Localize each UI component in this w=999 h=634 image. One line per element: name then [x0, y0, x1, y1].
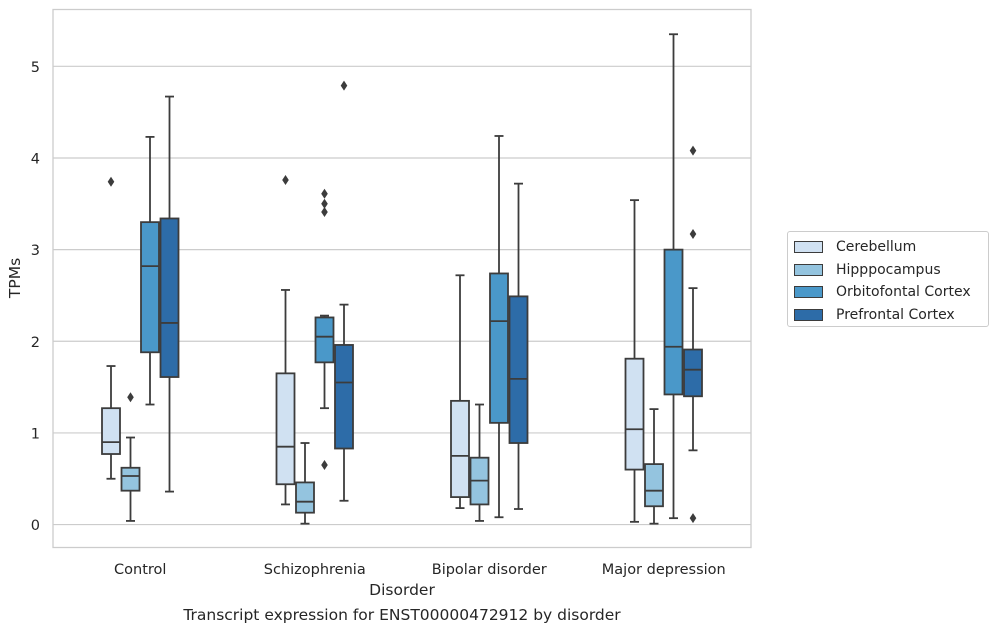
box-cerebellum — [624, 199, 645, 523]
legend-item-orbitofrontal-cortex: Orbitofontal Cortex — [794, 281, 988, 304]
y-tick-label: 5 — [31, 60, 40, 76]
legend-item-hippocampus: Hipppocampus — [794, 259, 988, 282]
outlier-marker — [689, 229, 697, 240]
y-tick-label: 4 — [31, 151, 40, 167]
legend-item-prefrontal-cortex: Prefrontal Cortex — [794, 304, 988, 327]
box-prefrontal-cortex — [159, 95, 180, 493]
x-tick-labels: Control Schizophrenia Bipolar disorder Majo… — [114, 562, 726, 578]
box-hipppocampus — [469, 403, 490, 522]
legend-swatch — [794, 286, 823, 299]
y-axis-label: TPMs — [6, 258, 24, 299]
iqr-box — [101, 407, 121, 455]
legend-label: Hipppocampus — [836, 261, 941, 278]
legend-item-cerebellum: Cerebellum — [794, 236, 988, 259]
box-prefrontal-cortex — [508, 182, 529, 510]
legend-label: Cerebellum — [836, 239, 917, 256]
outlier-marker — [127, 392, 134, 403]
box-orbitofontal-cortex — [489, 135, 509, 519]
box-hipppocampus — [644, 408, 664, 525]
legend-swatch — [794, 308, 823, 321]
x-tick-label: Control — [114, 562, 166, 578]
y-tick-label: 3 — [31, 243, 40, 259]
box-orbitofontal-cortex — [140, 135, 160, 406]
plot-frame — [52, 8, 752, 549]
y-tick-label: 1 — [31, 426, 40, 442]
iqr-box — [140, 221, 160, 354]
box-prefrontal-cortex — [683, 145, 703, 524]
chart-caption: Transcript expression for ENST0000047291… — [183, 606, 621, 624]
legend: Cerebellum Hipppocampus Orbitofontal Cor… — [787, 231, 989, 327]
box-cerebellum — [275, 174, 296, 506]
iqr-box — [275, 372, 296, 486]
iqr-box — [295, 481, 315, 514]
legend-label: Orbitofontal Cortex — [836, 284, 971, 301]
iqr-box — [683, 348, 703, 398]
x-tick-label: Major depression — [602, 562, 726, 578]
iqr-box — [624, 357, 645, 471]
outlier-marker — [282, 174, 289, 185]
box-prefrontal-cortex — [334, 80, 354, 502]
legend-label: Prefrontal Cortex — [836, 306, 955, 323]
outlier-marker — [321, 188, 328, 199]
iqr-box — [314, 316, 335, 364]
x-tick-label: Bipolar disorder — [432, 562, 547, 578]
iqr-box — [334, 344, 354, 450]
iqr-box — [644, 463, 664, 508]
outlier-marker — [107, 176, 115, 187]
iqr-box — [120, 466, 141, 492]
x-axis-label: Disorder — [369, 581, 435, 599]
outlier-marker — [321, 460, 328, 471]
iqr-box — [450, 399, 470, 498]
y-tick-label: 0 — [31, 518, 40, 534]
box-hipppocampus — [120, 392, 141, 522]
outlier-marker — [321, 207, 328, 218]
box-cerebellum — [450, 274, 470, 509]
iqr-box — [508, 295, 529, 444]
outlier-marker — [689, 513, 697, 524]
box-plot-area — [101, 33, 703, 525]
box-orbitofontal-cortex — [314, 188, 335, 471]
x-tick-label: Schizophrenia — [264, 562, 366, 578]
y-tick-label: 2 — [31, 335, 40, 351]
iqr-box — [489, 272, 509, 424]
outlier-marker — [340, 80, 348, 91]
outlier-marker — [321, 198, 328, 209]
box-orbitofontal-cortex — [663, 33, 684, 520]
iqr-box — [159, 217, 180, 378]
legend-swatch — [794, 241, 823, 254]
outlier-marker — [689, 145, 697, 156]
y-tick-labels: 0 1 2 3 4 5 — [31, 60, 40, 534]
iqr-box — [663, 248, 684, 396]
box-hipppocampus — [295, 442, 315, 525]
legend-swatch — [794, 263, 823, 276]
box-cerebellum — [101, 176, 121, 480]
